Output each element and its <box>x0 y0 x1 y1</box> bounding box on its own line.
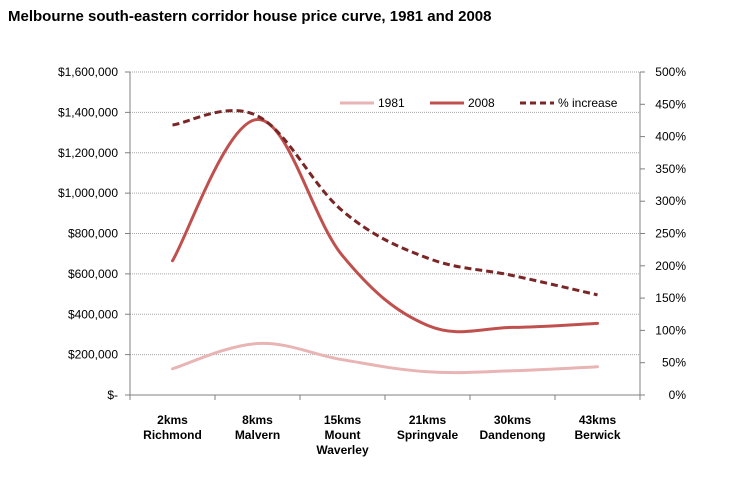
legend: 1981 2008 % increase <box>340 96 618 110</box>
y-left-tick-label: $1,000,000 <box>58 186 118 200</box>
x-tick-label: 8kms Malvern <box>235 413 280 442</box>
y-left-tick-label: $400,000 <box>68 307 118 321</box>
y-right-tick-label: 500% <box>655 65 686 79</box>
y-right-tick-label: 250% <box>655 227 686 241</box>
x-axis-tick-labels: 2kms Richmond 8kms Malvern 15kms Mount Waverle… <box>143 413 621 457</box>
y-right-tick-label: 400% <box>655 130 686 144</box>
y-right-tick-label: 450% <box>655 97 686 111</box>
legend-label: % increase <box>558 96 618 110</box>
y-left-tick-label: $200,000 <box>68 348 118 362</box>
y-right-tick-label: 100% <box>655 323 686 337</box>
y-left-tick-label: $- <box>107 388 118 402</box>
left-y-axis-ticks: $- $200,000 $400,000 $600,000 $800,000 $1,000… <box>58 65 118 402</box>
y-right-tick-label: 300% <box>655 194 686 208</box>
y-right-tick-label: 0% <box>669 388 687 402</box>
legend-label: 2008 <box>468 96 495 110</box>
y-left-tick-label: $800,000 <box>68 227 118 241</box>
x-tick-label: 15kms Mount Waverley <box>316 413 369 457</box>
y-right-tick-label: 150% <box>655 291 686 305</box>
y-right-tick-label: 50% <box>662 356 686 370</box>
series-line-2 <box>172 109 598 297</box>
y-left-tick-label: $600,000 <box>68 267 118 281</box>
gridlines <box>130 71 640 356</box>
right-y-axis-ticks: 0% 50% 100% 150% 200% 250% 300% 350% 400% 450% 500… <box>655 65 686 402</box>
y-right-tick-label: 200% <box>655 259 686 273</box>
series-lines <box>171 109 599 375</box>
x-tick-label: 30kms Dandenong <box>480 413 546 442</box>
x-tick-label: 21kms Springvale <box>397 413 459 442</box>
y-left-tick-label: $1,400,000 <box>58 105 118 119</box>
x-tick-label: 43kms Berwick <box>574 413 620 442</box>
series-line-0 <box>171 341 599 375</box>
chart-title: Melbourne south-eastern corridor house p… <box>8 8 492 25</box>
y-left-tick-label: $1,200,000 <box>58 146 118 160</box>
y-left-tick-label: $1,600,000 <box>58 65 118 79</box>
series-line-1 <box>171 117 599 334</box>
y-right-tick-label: 350% <box>655 162 686 176</box>
legend-label: 1981 <box>378 96 405 110</box>
x-tick-label: 2kms Richmond <box>143 413 202 442</box>
axes <box>125 71 645 400</box>
